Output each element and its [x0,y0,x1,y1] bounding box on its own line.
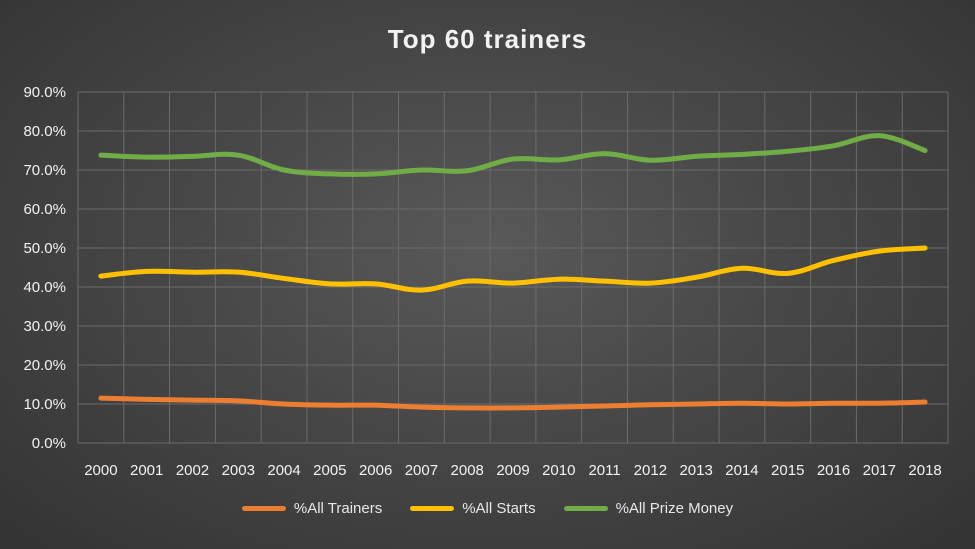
x-tick-label: 2015 [771,462,804,479]
x-tick-label: 2014 [725,462,758,479]
x-tick-label: 2017 [863,462,896,479]
x-tick-label: 2013 [679,462,712,479]
x-tick-label: 2007 [405,462,438,479]
x-tick-label: 2008 [451,462,484,479]
x-tick-label: 2011 [588,462,620,479]
y-tick-label: 10.0% [23,396,66,413]
y-tick-label: 60.0% [23,201,66,218]
chart-title: Top 60 trainers [387,24,588,54]
legend-swatch-prize-money [563,506,608,511]
x-tick-label: 2012 [634,462,667,479]
series-line-trainers [98,395,928,411]
x-tick-label: 2016 [817,462,850,479]
y-tick-label: 0.0% [32,435,66,452]
y-axis-ticks: 0.0% 10.0% 20.0% 30.0% 40.0% 50.0% 60.0% 70.0% 8… [23,84,66,452]
y-tick-label: 30.0% [23,318,66,335]
legend-item-starts[interactable]: %All Starts [410,500,536,517]
y-tick-label: 90.0% [23,84,66,101]
series-layer [98,133,928,411]
x-tick-label: 2005 [313,462,346,479]
x-tick-label: 2009 [496,462,529,479]
x-tick-label: 2018 [908,462,941,479]
y-tick-label: 40.0% [23,279,66,296]
y-tick-label: 20.0% [23,357,66,374]
legend-label-prize-money: %All Prize Money [615,500,734,517]
legend-label-starts: %All Starts [462,500,536,517]
series-line-prize-money [98,133,928,177]
legend-swatch-starts [410,506,455,511]
series-line-starts [98,245,928,293]
legend: %All Trainers %All Starts %All Prize Mon… [0,500,975,517]
y-tick-label: 50.0% [23,240,66,257]
y-tick-label: 70.0% [23,162,66,179]
legend-swatch-trainers [241,506,286,511]
x-tick-label: 2000 [84,462,117,479]
x-tick-label: 2004 [267,462,300,479]
legend-label-trainers: %All Trainers [293,500,383,517]
grid-layer [77,91,949,444]
y-tick-label: 80.0% [23,123,66,140]
legend-item-prize-money[interactable]: %All Prize Money [563,500,734,517]
x-tick-label: 2002 [176,462,209,479]
x-axis-ticks: 2000 2001 2002 2003 2004 2005 2006 2007 2008 2009… [84,462,942,479]
x-tick-label: 2006 [359,462,392,479]
legend-item-trainers[interactable]: %All Trainers [241,500,383,517]
x-tick-label: 2010 [542,462,575,479]
x-tick-label: 2003 [222,462,255,479]
x-tick-label: 2001 [130,462,163,479]
